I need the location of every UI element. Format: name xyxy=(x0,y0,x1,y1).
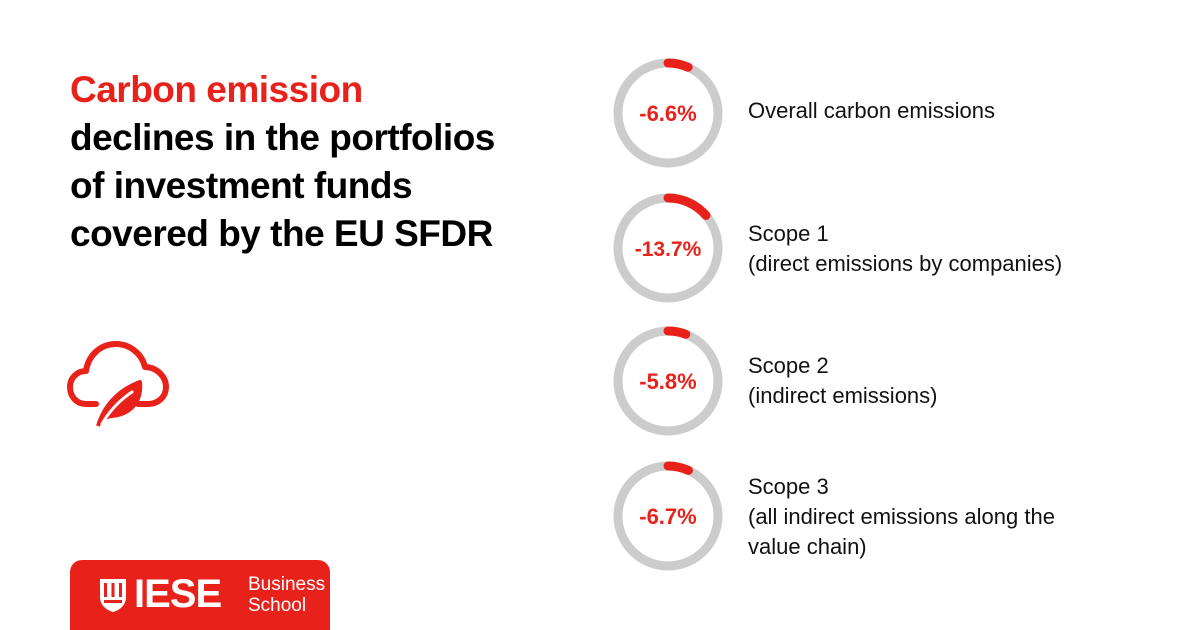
ring-value-label: -6.6% xyxy=(639,101,696,126)
ring-value-arc xyxy=(613,326,723,436)
item-description: (all indirect emissions along the xyxy=(748,504,1055,529)
item-description: (indirect emissions) xyxy=(748,383,938,408)
ring-value-label: -5.8% xyxy=(639,369,696,394)
item-title: Overall carbon emissions xyxy=(748,98,995,123)
ring-gauge: -6.7% xyxy=(613,461,723,571)
headline: Carbon emission declines in the portfoli… xyxy=(70,66,570,258)
cloud-leaf-icon xyxy=(67,341,169,427)
ring-gauge: -13.7% xyxy=(613,193,723,303)
ring-gauge: -6.6% xyxy=(613,58,723,168)
logo-line-1: Business xyxy=(248,574,326,595)
logo-line-2: School xyxy=(248,595,307,616)
headline-line-3: covered by the EU SFDR xyxy=(70,213,493,254)
iese-crest-icon xyxy=(100,579,126,612)
item-title: Scope 2 xyxy=(748,353,829,378)
ring-value-arc xyxy=(613,461,723,571)
ring-value-arc xyxy=(613,58,723,168)
headline-accent: Carbon emission xyxy=(70,69,363,110)
headline-line-1: declines in the portfolios xyxy=(70,117,495,158)
logo-name: IESE xyxy=(134,572,222,616)
item-description: (direct emissions by companies) xyxy=(748,251,1063,276)
ring-gauge: -5.8% xyxy=(613,326,723,436)
iese-logo: IESE Business School xyxy=(70,560,330,630)
item-description: value chain) xyxy=(748,534,867,559)
item-title: Scope 3 xyxy=(748,474,829,499)
item-title: Scope 1 xyxy=(748,221,829,246)
ring-value-arc xyxy=(613,193,723,303)
headline-line-2: of investment funds xyxy=(70,165,413,206)
logo-subtitle: Business School xyxy=(248,574,325,616)
ring-value-label: -13.7% xyxy=(635,238,702,261)
ring-value-label: -6.7% xyxy=(639,504,696,529)
